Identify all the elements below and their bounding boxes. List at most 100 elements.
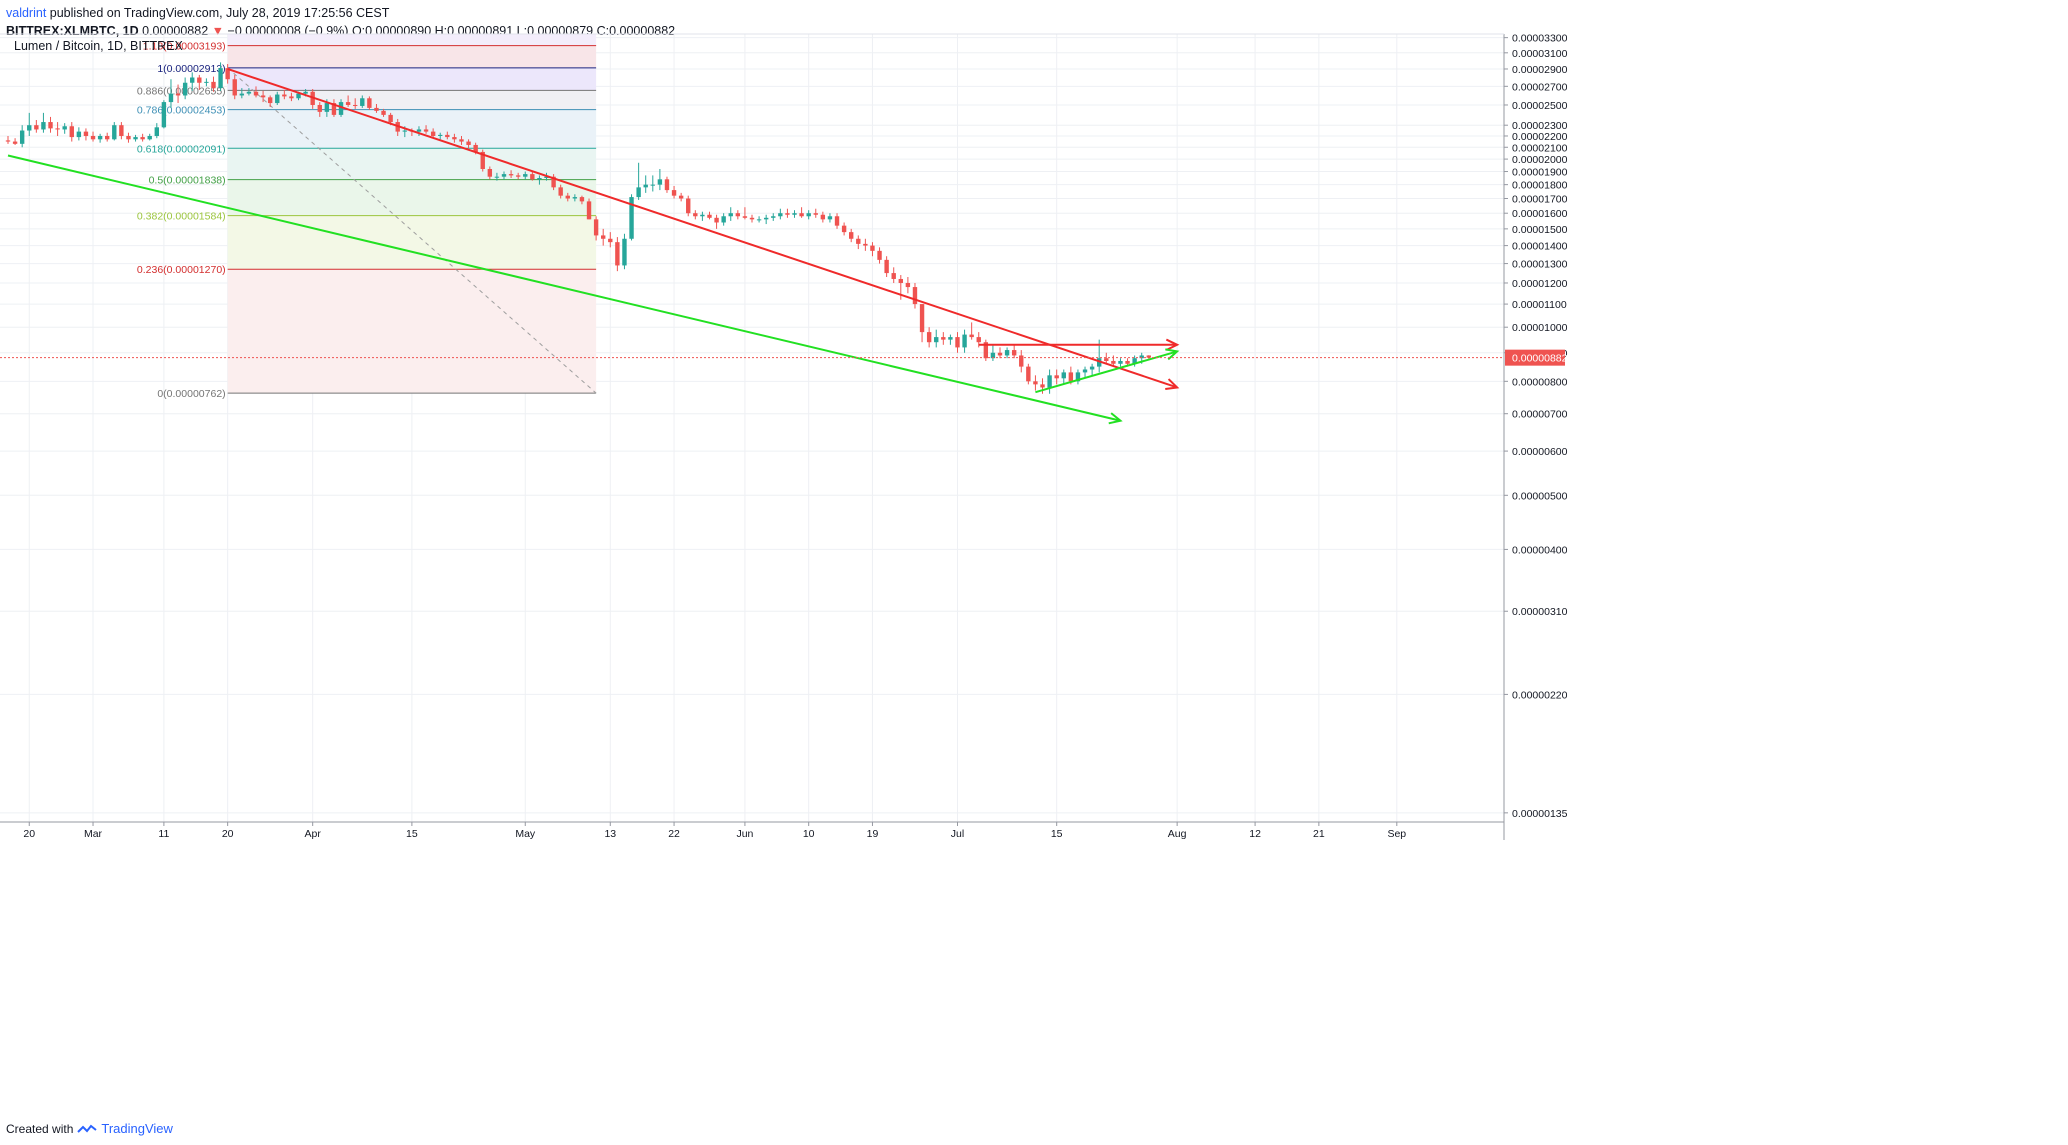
candle-body <box>530 174 535 180</box>
candle-body <box>856 238 861 244</box>
candle-body <box>678 195 684 199</box>
candle-body <box>182 82 188 96</box>
candle-body <box>650 184 655 186</box>
time-tick-label: 10 <box>803 828 815 840</box>
candle-body <box>820 214 826 220</box>
fib-level-label: 0(0.00000762) <box>157 388 225 400</box>
trendlines[interactable] <box>7 68 1180 425</box>
candle-body <box>515 175 521 177</box>
trendline-ascending-support[interactable] <box>1035 350 1178 394</box>
price-tick-label: 0.00002700 <box>1512 81 1568 93</box>
candle-body <box>806 213 811 217</box>
candle-body <box>317 104 322 112</box>
candle-body <box>331 103 337 115</box>
author-name[interactable]: valdrint <box>6 6 47 20</box>
last-price-label: 0.00000882 <box>1512 353 1568 365</box>
candle-body <box>260 95 266 98</box>
time-tick-label: Jun <box>736 828 753 840</box>
candle-body <box>147 135 152 140</box>
candle-body <box>643 184 648 188</box>
candle-body <box>941 337 946 340</box>
candle-body <box>480 151 485 169</box>
candle-body <box>353 104 358 106</box>
fib-zone <box>227 269 597 394</box>
trendline-descending-resistance[interactable] <box>227 68 1178 389</box>
price-tick-label: 0.00002200 <box>1512 131 1568 143</box>
time-tick-label: 11 <box>158 828 169 840</box>
candle-body <box>360 98 365 106</box>
price-tick-label: 0.00001900 <box>1512 167 1568 179</box>
candle-body <box>841 225 847 233</box>
candle-body <box>41 122 46 130</box>
candle-body <box>778 213 783 217</box>
price-chart[interactable]: 1.13(0.00003193) 1(0.00002913) 0.886(0.000… <box>0 0 2068 1120</box>
candle-body <box>714 217 719 223</box>
fib-zone <box>227 45 597 68</box>
candle-body <box>494 176 500 178</box>
candle-body <box>870 245 875 251</box>
candle-body <box>799 213 804 217</box>
candle-body <box>608 238 613 243</box>
time-tick-label: 19 <box>867 828 879 840</box>
candle-body <box>1061 372 1066 379</box>
time-tick-label: Jul <box>951 828 964 840</box>
candle-body <box>289 96 294 99</box>
publish-info: published on TradingView.com, July 28, 2… <box>49 6 390 20</box>
fib-level-label: 1(0.00002913) <box>157 63 225 75</box>
fibonacci-retracement[interactable]: 1.13(0.00003193) 1(0.00002913) 0.886(0.000… <box>137 34 597 400</box>
candle-body <box>721 216 726 223</box>
candle-body <box>1082 369 1088 373</box>
price-tick-label: 0.00001300 <box>1512 259 1568 271</box>
candle-body <box>83 131 89 136</box>
fib-trend-line <box>227 67 597 394</box>
time-tick-label: Mar <box>84 828 103 840</box>
price-tick-label: 0.00000400 <box>1512 544 1568 556</box>
candle-body <box>239 93 245 96</box>
candle-body <box>912 287 918 305</box>
candle-body <box>997 352 1003 356</box>
price-tick-label: 0.00001100 <box>1512 299 1567 311</box>
time-tick-label: Sep <box>1387 828 1406 840</box>
candle-body <box>296 93 301 99</box>
trendline-descending-support[interactable] <box>7 154 1121 422</box>
candle-body <box>253 91 259 96</box>
candle-body <box>282 94 287 97</box>
time-tick-label: 21 <box>1313 828 1325 840</box>
time-tick-label: 20 <box>222 828 234 840</box>
candle-body <box>593 219 599 236</box>
candle-body <box>197 77 202 83</box>
candle-body <box>1054 375 1059 379</box>
price-tick-label: 0.00000600 <box>1512 446 1568 458</box>
candle-body <box>622 238 627 266</box>
candle-body <box>1139 355 1144 359</box>
candle-body <box>225 68 230 80</box>
candle-body <box>1097 358 1102 367</box>
candle-body <box>76 131 82 138</box>
candle-body <box>388 114 393 123</box>
time-tick-label: 22 <box>668 828 680 840</box>
candle-body <box>1132 358 1137 364</box>
price-tick-label: 0.00001600 <box>1512 208 1568 220</box>
axes: 0.00003300 0.00003100 0.00002900 0.00002700… <box>0 33 1568 840</box>
tradingview-brand[interactable]: TradingView <box>101 1121 173 1136</box>
price-tick-label: 0.00002300 <box>1512 120 1568 132</box>
candle-body <box>523 174 528 177</box>
candle-body <box>792 213 797 215</box>
candle-body <box>558 187 563 196</box>
candle-body <box>849 232 854 239</box>
fib-level-label: 0.618(0.00002091) <box>137 143 226 155</box>
candle-body <box>926 332 932 343</box>
time-tick-label: Apr <box>305 828 322 840</box>
arrow-head-icon <box>1108 412 1123 425</box>
price-tick-label: 0.00000500 <box>1512 490 1568 502</box>
fib-level-label: 0.382(0.00001584) <box>137 211 226 223</box>
fib-zone <box>227 34 597 46</box>
price-tick-label: 0.00003100 <box>1512 48 1568 60</box>
price-tick-label: 0.00001500 <box>1512 224 1568 236</box>
fib-zone <box>227 148 597 180</box>
candle-body <box>579 197 585 202</box>
candle-body <box>664 179 670 191</box>
candle-body <box>572 197 578 199</box>
candle-body <box>140 137 145 140</box>
candle-body <box>430 131 436 136</box>
